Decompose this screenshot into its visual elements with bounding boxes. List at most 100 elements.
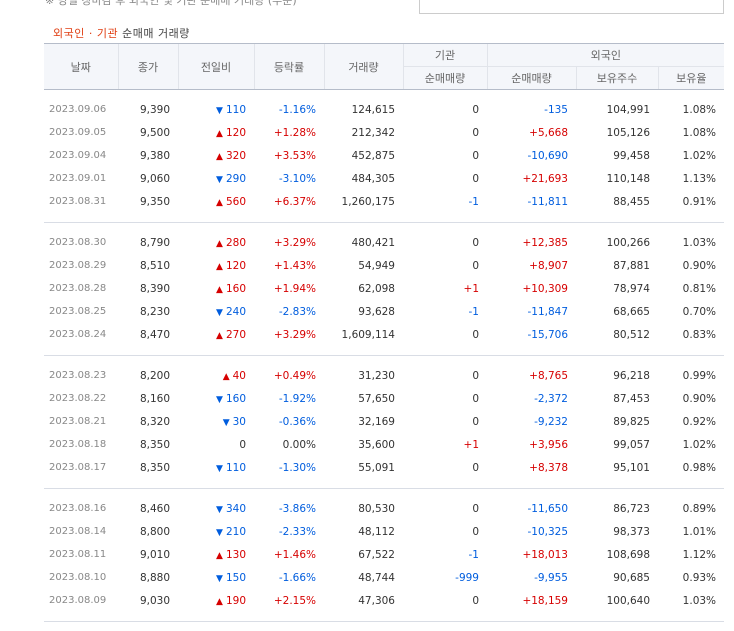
- triangle-down-icon: ▼: [216, 105, 223, 116]
- cell-rate: +1.94%: [273, 282, 316, 295]
- cell-close: 8,880: [139, 571, 170, 584]
- cell-foreign: +8,907: [529, 259, 568, 272]
- cell-close: 9,010: [139, 548, 170, 561]
- cell-date: 2023.08.29: [49, 260, 107, 271]
- cell-hold: 98,373: [613, 525, 650, 538]
- table-row: 2023.08.10 8,880 ▼ 150 -1.66% 48,744 -999 -9,95…: [44, 566, 724, 589]
- cell-inst: -1: [468, 195, 479, 208]
- cell-close: 9,380: [139, 149, 170, 162]
- group-spacer: [44, 90, 724, 99]
- table-row: 2023.08.23 8,200 ▲ 40 +0.49% 31,230 0 +8,765 96,…: [44, 364, 724, 387]
- triangle-down-icon: ▼: [216, 573, 223, 584]
- cell-date: 2023.08.24: [49, 329, 107, 340]
- cell-hold: 87,453: [613, 392, 650, 405]
- group-divider: [44, 479, 725, 489]
- cell-foreign: +18,013: [522, 548, 568, 561]
- cell-rate: +3.53%: [273, 149, 316, 162]
- cell-date: 2023.08.31: [49, 196, 107, 207]
- triangle-up-icon: ▲: [216, 261, 223, 272]
- table-row: 2023.08.28 8,390 ▲ 160 +1.94% 62,098 +1 +10,309…: [44, 277, 724, 300]
- cell-volume: 47,306: [358, 594, 395, 607]
- cell-date: 2023.08.25: [49, 306, 107, 317]
- cell-foreign: +21,693: [522, 172, 568, 185]
- cell-rate: -1.66%: [278, 571, 316, 584]
- triangle-down-icon: ▼: [216, 394, 223, 405]
- cell-change: ▲ 560: [178, 190, 254, 213]
- cell-close: 8,390: [139, 282, 170, 295]
- cell-foreign: -9,955: [534, 571, 568, 584]
- table-row: 2023.08.31 9,350 ▲ 560 +6.37% 1,260,175 -1 -11,…: [44, 190, 724, 213]
- cell-date: 2023.08.28: [49, 283, 107, 294]
- table-row: 2023.09.01 9,060 ▼ 290 -3.10% 484,305 0 +21,693…: [44, 167, 724, 190]
- cell-volume: 54,949: [358, 259, 395, 272]
- search-input[interactable]: [419, 0, 724, 14]
- change-value: 120: [225, 126, 246, 139]
- group-divider: [44, 346, 725, 356]
- cell-volume: 1,609,114: [341, 328, 395, 341]
- cell-date: 2023.08.23: [49, 370, 107, 381]
- header-inst-group: 기관: [402, 43, 487, 67]
- cell-ratio: 1.01%: [682, 525, 717, 538]
- triangle-down-icon: ▼: [216, 174, 223, 185]
- cell-rate: +1.46%: [273, 548, 316, 561]
- caption-inst: 기관: [96, 27, 119, 40]
- cell-volume: 212,342: [351, 126, 395, 139]
- table-row: 2023.08.21 8,320 ▼ 30 -0.36% 32,169 0 -9,232 89,…: [44, 410, 724, 433]
- cell-rate: +6.37%: [273, 195, 316, 208]
- cell-change: ▼ 110: [178, 456, 254, 479]
- cell-volume: 124,615: [351, 103, 395, 116]
- table-row: 2023.08.30 8,790 ▲ 280 +3.29% 480,421 0 +12,385…: [44, 231, 724, 254]
- caption-foreign: 외국인: [53, 27, 85, 40]
- cell-rate: -1.92%: [278, 392, 316, 405]
- top-note: ※ 당일 장마감 후 외국인 및 기관 순매매 거래량 (부분): [45, 0, 297, 7]
- cell-inst: 0: [472, 502, 479, 515]
- group-spacer: [44, 223, 724, 232]
- cell-rate: -3.86%: [278, 502, 316, 515]
- cell-close: 8,320: [139, 415, 170, 428]
- cell-ratio: 1.02%: [682, 149, 717, 162]
- cell-volume: 48,112: [358, 525, 395, 538]
- cell-date: 2023.08.14: [49, 526, 107, 537]
- cell-hold: 95,101: [613, 461, 650, 474]
- cell-hold: 100,640: [606, 594, 650, 607]
- cell-inst: +1: [463, 438, 479, 451]
- cell-ratio: 1.02%: [682, 438, 717, 451]
- cell-change: ▼ 110: [178, 98, 254, 121]
- table-row: 2023.09.04 9,380 ▲ 320 +3.53% 452,875 0 -10,690…: [44, 144, 724, 167]
- cell-volume: 55,091: [358, 461, 395, 474]
- header-foreign-hold: 보유주수: [575, 66, 658, 90]
- cell-rate: +3.29%: [273, 236, 316, 249]
- cell-hold: 86,723: [613, 502, 650, 515]
- cell-close: 8,350: [139, 438, 170, 451]
- change-value: 130: [225, 548, 246, 561]
- cell-ratio: 1.08%: [682, 103, 717, 116]
- change-value: 160: [225, 282, 246, 295]
- cell-rate: 0.00%: [282, 438, 316, 451]
- cell-inst: 0: [472, 103, 479, 116]
- cell-change: ▲ 160: [178, 277, 254, 300]
- cell-inst: 0: [472, 172, 479, 185]
- cell-inst: 0: [472, 594, 479, 607]
- cell-date: 2023.09.04: [49, 150, 107, 161]
- cell-close: 9,390: [139, 103, 170, 116]
- header-foreign-net: 순매매량: [486, 66, 576, 90]
- cell-inst: +1: [463, 282, 479, 295]
- cell-hold: 96,218: [613, 369, 650, 382]
- table-body: 2023.09.06 9,390 ▼ 110 -1.16% 124,615 0 -135 104…: [44, 90, 725, 622]
- cell-ratio: 0.98%: [682, 461, 717, 474]
- cell-hold: 104,991: [606, 103, 650, 116]
- cell-foreign: +10,309: [522, 282, 568, 295]
- cell-date: 2023.08.18: [49, 439, 107, 450]
- change-value: 320: [225, 149, 246, 162]
- cell-close: 9,060: [139, 172, 170, 185]
- cell-date: 2023.08.16: [49, 503, 107, 514]
- cell-volume: 57,650: [358, 392, 395, 405]
- table-row: 2023.08.16 8,460 ▼ 340 -3.86% 80,530 0 -11,650 8…: [44, 497, 724, 520]
- cell-date: 2023.08.11: [49, 549, 107, 560]
- cell-ratio: 0.83%: [682, 328, 717, 341]
- cell-close: 8,230: [139, 305, 170, 318]
- cell-change: ▲ 190: [178, 589, 254, 612]
- table-row: 2023.09.05 9,500 ▲ 120 +1.28% 212,342 0 +5,668 1…: [44, 121, 724, 144]
- cell-change: ▼ 150: [178, 566, 254, 589]
- change-value: 110: [225, 103, 246, 116]
